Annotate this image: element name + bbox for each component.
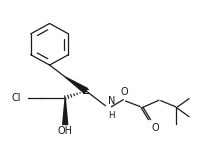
Text: Cl: Cl <box>12 93 21 103</box>
Text: O: O <box>121 87 128 97</box>
Text: N: N <box>108 96 116 106</box>
Polygon shape <box>63 98 68 125</box>
Polygon shape <box>65 77 88 93</box>
Text: H: H <box>108 111 115 120</box>
Text: OH: OH <box>58 126 73 137</box>
Text: O: O <box>151 123 159 132</box>
